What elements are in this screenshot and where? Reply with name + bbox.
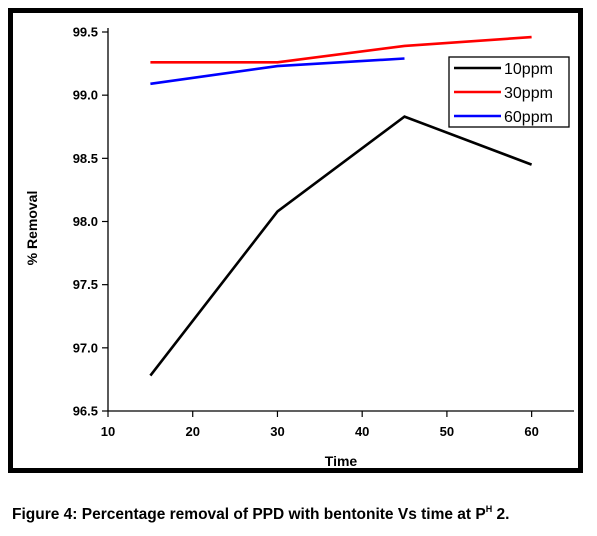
x-tick-label: 10 <box>101 424 115 439</box>
y-tick-label: 97.5 <box>73 277 98 292</box>
series-line-30ppm <box>150 35 532 64</box>
y-tick-label: 97.0 <box>73 340 98 355</box>
legend-label: 30ppm <box>504 85 553 102</box>
caption-suffix: 2. <box>492 506 510 523</box>
x-tick-label: 60 <box>524 424 538 439</box>
x-tick-label: 30 <box>270 424 284 439</box>
series-line-60ppm <box>150 57 405 86</box>
series-line-10ppm <box>149 115 533 377</box>
y-tick-label: 99.0 <box>73 88 98 103</box>
caption-superscript: H <box>485 504 493 514</box>
x-tick-label: 20 <box>185 424 199 439</box>
y-tick-label: 99.5 <box>73 25 98 40</box>
y-tick-label: 98.5 <box>73 151 98 166</box>
x-tick-label: 40 <box>355 424 369 439</box>
legend-label: 10ppm <box>504 61 553 78</box>
y-tick-label: 96.5 <box>73 404 98 419</box>
figure-caption: Figure 4: Percentage removal of PPD with… <box>12 504 509 524</box>
legend-label: 60ppm <box>504 109 553 126</box>
x-axis-title: Time <box>325 453 358 469</box>
caption-text: Figure 4: Percentage removal of PPD with… <box>12 506 486 523</box>
series-lines <box>149 35 533 377</box>
axes: 96.5 97.0 97.5 98.0 98.5 99.0 99.5 10 20 30 40 50 60 <box>73 25 574 439</box>
y-tick-label: 98.0 <box>73 214 98 229</box>
line-chart: 96.5 97.0 97.5 98.0 98.5 99.0 99.5 10 20 30 40 50 60… <box>24 25 574 469</box>
y-axis-title: % Removal <box>24 191 40 266</box>
x-tick-label: 50 <box>440 424 454 439</box>
legend: 10ppm 30ppm 60ppm <box>448 56 570 128</box>
